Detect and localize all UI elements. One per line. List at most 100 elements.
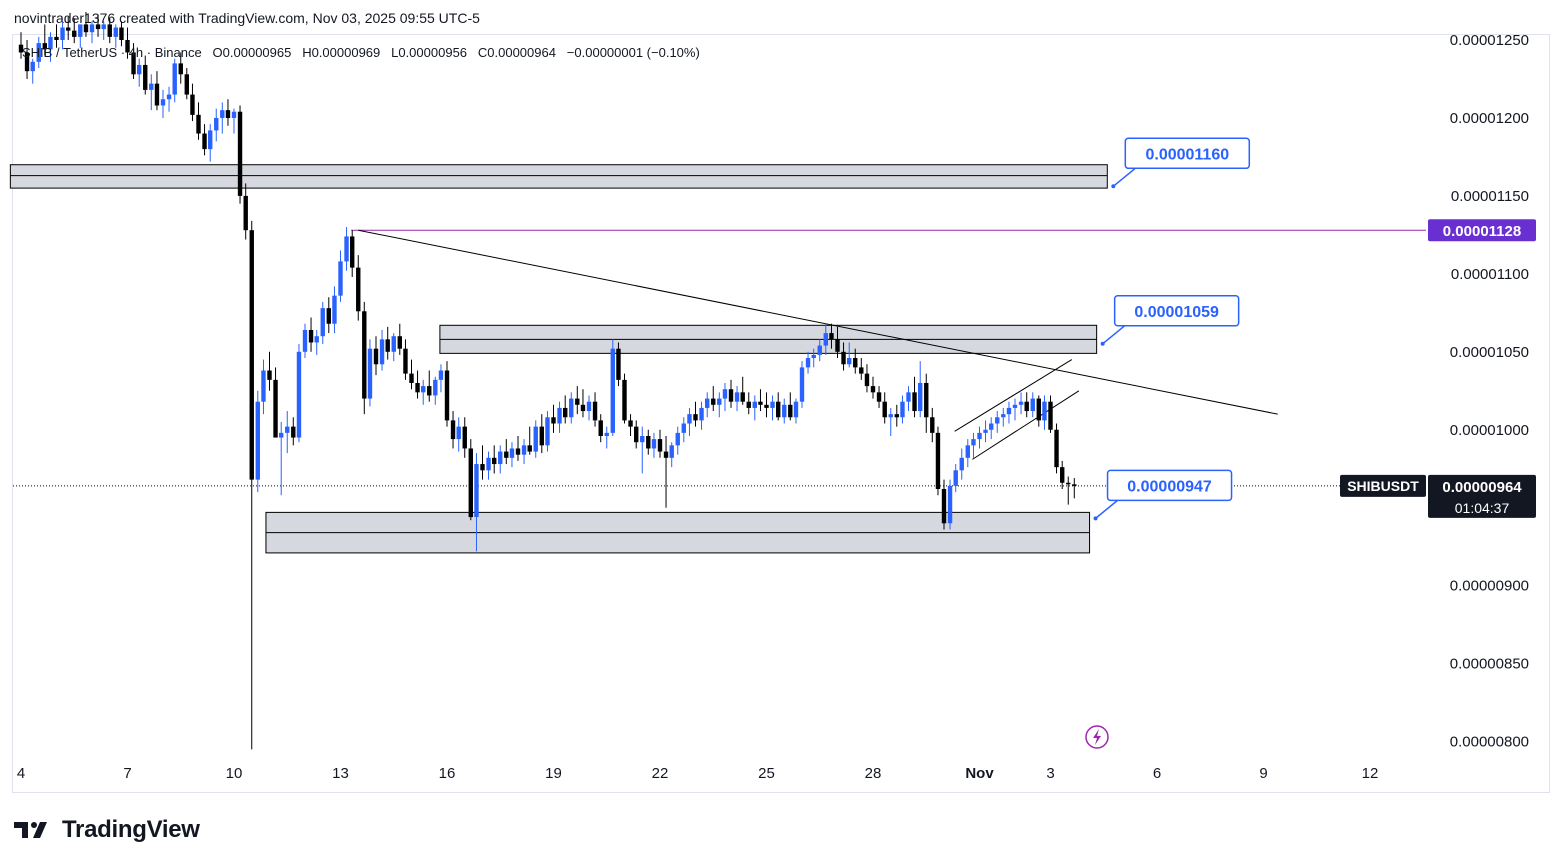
candle-body: [569, 398, 574, 418]
candle-body: [350, 236, 355, 268]
candle: [172, 58, 177, 103]
candle-body: [89, 24, 95, 33]
candle-body: [415, 382, 420, 393]
legend-low-label: L: [391, 45, 399, 60]
candle: [492, 445, 497, 474]
candle-body: [1042, 401, 1047, 421]
candle: [36, 36, 41, 69]
candle-body: [231, 111, 237, 118]
candle-body: [900, 401, 905, 418]
candle: [551, 404, 556, 433]
candle-body: [551, 417, 556, 424]
candle-body: [515, 448, 521, 455]
candle-body: [1036, 398, 1041, 421]
zone-resistance-1160: [9, 164, 1108, 189]
candle: [462, 417, 467, 458]
candle: [693, 401, 698, 427]
candle-body: [214, 117, 219, 131]
callout-dot: [1111, 184, 1116, 189]
candle: [279, 421, 284, 496]
candle-body: [504, 451, 509, 458]
candle: [95, 15, 101, 37]
candle: [1060, 460, 1065, 489]
candle: [30, 58, 35, 84]
candle: [78, 24, 83, 48]
candle: [894, 404, 899, 427]
candle: [24, 40, 30, 79]
candle: [137, 58, 142, 87]
legend-symbol[interactable]: SHIB / TetherUS · 4h · Binance: [22, 45, 202, 60]
tradingview-logo[interactable]: TradingView: [14, 816, 200, 844]
candle: [261, 359, 266, 415]
y-tick-label: 0.00000900: [1450, 578, 1529, 595]
candle-body: [243, 195, 248, 231]
candle-body: [125, 40, 130, 53]
countdown-text: 01:04:37: [1455, 500, 1510, 516]
candle-body: [705, 398, 710, 408]
x-tick-label: 22: [652, 765, 669, 782]
candle-body: [1006, 407, 1012, 415]
candle: [367, 339, 373, 407]
candle: [598, 414, 603, 443]
callout-pointer: [1112, 167, 1136, 187]
purple-price-text: 0.00001128: [1443, 223, 1521, 240]
candle: [1036, 395, 1041, 427]
candle: [770, 395, 775, 421]
chart-frame: [12, 34, 1550, 793]
x-tick-label: 4: [17, 765, 25, 782]
candle-body: [1012, 404, 1018, 408]
candle-body: [983, 429, 988, 433]
candle: [379, 329, 385, 371]
candle-body: [302, 329, 308, 352]
candle: [835, 326, 840, 359]
candle: [1042, 395, 1047, 430]
candle: [433, 376, 438, 405]
candle: [628, 414, 633, 436]
candle-body: [172, 63, 177, 95]
price-chart[interactable]: 0.00001250 0.00001200 0.00001150 0.00001100…: [0, 0, 1563, 800]
candle-body: [367, 348, 373, 399]
x-tick-label: 13: [332, 765, 349, 782]
candle-body: [385, 339, 390, 352]
candle-body: [1054, 429, 1059, 468]
callout-dot: [1093, 516, 1098, 521]
candle: [456, 417, 461, 452]
candle-body: [521, 445, 527, 455]
candle-body: [539, 426, 544, 446]
candle-body: [663, 451, 669, 458]
candle: [113, 24, 118, 48]
candle-body: [977, 432, 982, 440]
candle-body: [699, 407, 704, 421]
candle-body: [468, 448, 473, 518]
legend-close: 0.00000964: [487, 45, 556, 60]
symbol-legend: SHIB / TetherUS · 4h · Binance O0.000009…: [22, 45, 700, 60]
candle-body: [918, 382, 923, 412]
candle: [575, 386, 580, 415]
callout-box: [1113, 295, 1240, 327]
candle: [734, 386, 740, 412]
candle: [864, 364, 870, 393]
candle-body: [320, 308, 325, 337]
candle: [799, 361, 805, 408]
candle-body: [870, 386, 876, 393]
candle: [427, 370, 432, 402]
candle-body: [1001, 414, 1006, 418]
candle: [480, 445, 485, 480]
candle: [515, 435, 521, 461]
candle: [740, 376, 745, 405]
candle-body: [509, 448, 515, 458]
candle-body: [421, 386, 426, 393]
candle: [533, 420, 538, 458]
x-tick-label: 6: [1153, 765, 1161, 782]
candle-body: [711, 398, 716, 405]
candle-body: [267, 370, 272, 380]
candle: [60, 21, 65, 50]
x-tick-label: 19: [545, 765, 562, 782]
candle-body: [592, 401, 598, 421]
candle-body: [492, 457, 497, 465]
candle: [391, 333, 396, 362]
candle: [847, 342, 852, 368]
candle: [545, 411, 550, 452]
candle: [125, 27, 130, 59]
candle-body: [291, 426, 296, 438]
